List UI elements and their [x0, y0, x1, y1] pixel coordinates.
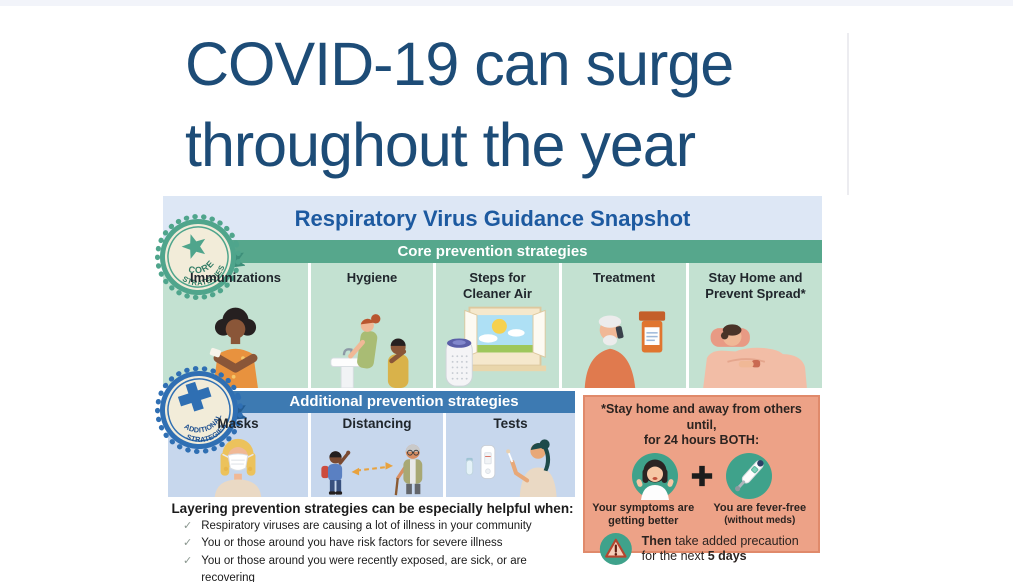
additional-column-label: Tests	[493, 416, 528, 431]
layering-heading: Layering prevention strategies can be es…	[171, 501, 574, 516]
checkmark-icon: ✓	[183, 520, 193, 532]
stay-home-icon-row	[591, 452, 812, 500]
core-strategies-row: Immunizations Hygiene	[163, 263, 822, 388]
symptoms-caption: Your symptoms are getting better	[592, 501, 695, 528]
core-column-immunizations: Immunizations	[163, 263, 308, 388]
open-window-air-purifier-icon	[445, 306, 547, 387]
fever-free-thermometer-icon	[725, 452, 772, 499]
additional-strategies-banner: Additional prevention strategies	[233, 391, 575, 413]
core-column-stay-home: Stay Home and Prevent Spread*	[689, 263, 822, 388]
core-banner-label: Core prevention strategies	[397, 243, 588, 260]
fever-free-caption: You are fever-free (without meds)	[708, 502, 813, 528]
checkmark-icon: ✓	[183, 537, 193, 550]
layering-item-text: You or those around you have risk factor…	[201, 537, 503, 550]
title-line-1: COVID-19 can surge	[185, 30, 734, 98]
plus-cross-icon	[177, 381, 212, 412]
patient-medication-icon	[584, 311, 666, 388]
stay-home-footer: Then take added precaution for the next …	[591, 532, 812, 566]
additional-column-distancing: Distancing	[311, 413, 443, 497]
core-column-hygiene: Hygiene	[311, 263, 433, 388]
fever-free-caption-sub: (without meds)	[724, 515, 796, 527]
person-in-bed-icon	[703, 324, 807, 388]
masked-person-icon	[214, 438, 262, 497]
precaution-then: Then	[641, 533, 672, 548]
additional-column-label: Distancing	[342, 416, 412, 431]
title-line-2: throughout the year	[185, 111, 696, 179]
poster-header: Respiratory Virus Guidance Snapshot	[163, 196, 822, 240]
plus-icon	[691, 465, 712, 487]
core-column-cleaner-air: Steps for Cleaner Air	[436, 263, 559, 388]
distancing-icon	[321, 444, 423, 496]
respiratory-guidance-poster: Respiratory Virus Guidance Snapshot Core…	[155, 196, 822, 582]
fever-free-caption-main: You are fever-free	[713, 501, 807, 514]
core-column-label: Hygiene	[346, 270, 398, 285]
layering-item: ✓ You or those around you have risk fact…	[165, 535, 580, 552]
additional-column-tests: Tests	[446, 413, 575, 497]
layering-item: ✓ You or those around you were recently …	[165, 553, 580, 582]
additional-banner-label: Additional prevention strategies	[289, 393, 519, 410]
self-test-icon	[465, 439, 557, 497]
layering-item-text: Respiratory viruses are causing a lot of…	[201, 520, 532, 532]
core-strategies-banner: Core prevention strategies	[163, 240, 822, 263]
additional-column-label: Masks	[217, 416, 259, 431]
handwashing-icon	[330, 314, 409, 388]
layering-item: ✓ Respiratory viruses are causing a lot …	[165, 518, 580, 535]
layering-note: Layering prevention strategies can be es…	[165, 501, 580, 582]
core-column-label: Immunizations	[189, 270, 281, 285]
stay-home-callout: *Stay home and away from others until, f…	[583, 395, 820, 566]
core-column-label: Steps for Cleaner Air	[463, 270, 532, 302]
symptoms-improving-icon	[631, 452, 678, 500]
precaution-middle: take added precaution for the next	[641, 533, 799, 564]
additional-column-masks: Masks	[168, 413, 308, 497]
stay-home-heading-line2: for 24 hours BOTH:	[643, 433, 760, 448]
title-card-right-edge	[847, 33, 849, 195]
vaccinated-person-icon	[209, 307, 258, 388]
precaution-text: Then take added precaution for the next …	[642, 534, 812, 565]
top-strip	[0, 0, 1013, 6]
core-column-label: Stay Home and Prevent Spread*	[705, 270, 806, 302]
layering-item-text: You or those around you were recently ex…	[201, 554, 527, 582]
page-title: COVID-19 can surge throughout the year	[185, 24, 734, 186]
stay-home-heading-line1: *Stay home and away from others until,	[601, 402, 802, 432]
warning-icon	[599, 533, 632, 566]
poster-header-title: Respiratory Virus Guidance Snapshot	[294, 206, 691, 231]
core-strategies-badge: CORE STRATEGIES	[155, 214, 245, 300]
precaution-days: 5 days	[707, 549, 747, 564]
checkmark-icon: ✓	[183, 554, 193, 567]
stay-home-heading: *Stay home and away from others until, f…	[591, 402, 812, 449]
additional-strategies-badge: ADDITIONAL STRATEGIES	[155, 366, 247, 454]
star-icon	[181, 234, 206, 259]
core-column-treatment: Treatment	[562, 263, 686, 388]
additional-strategies-row: Masks Distancing	[168, 413, 575, 497]
core-column-label: Treatment	[592, 270, 656, 285]
stay-home-captions: Your symptoms are getting better You are…	[591, 502, 812, 528]
